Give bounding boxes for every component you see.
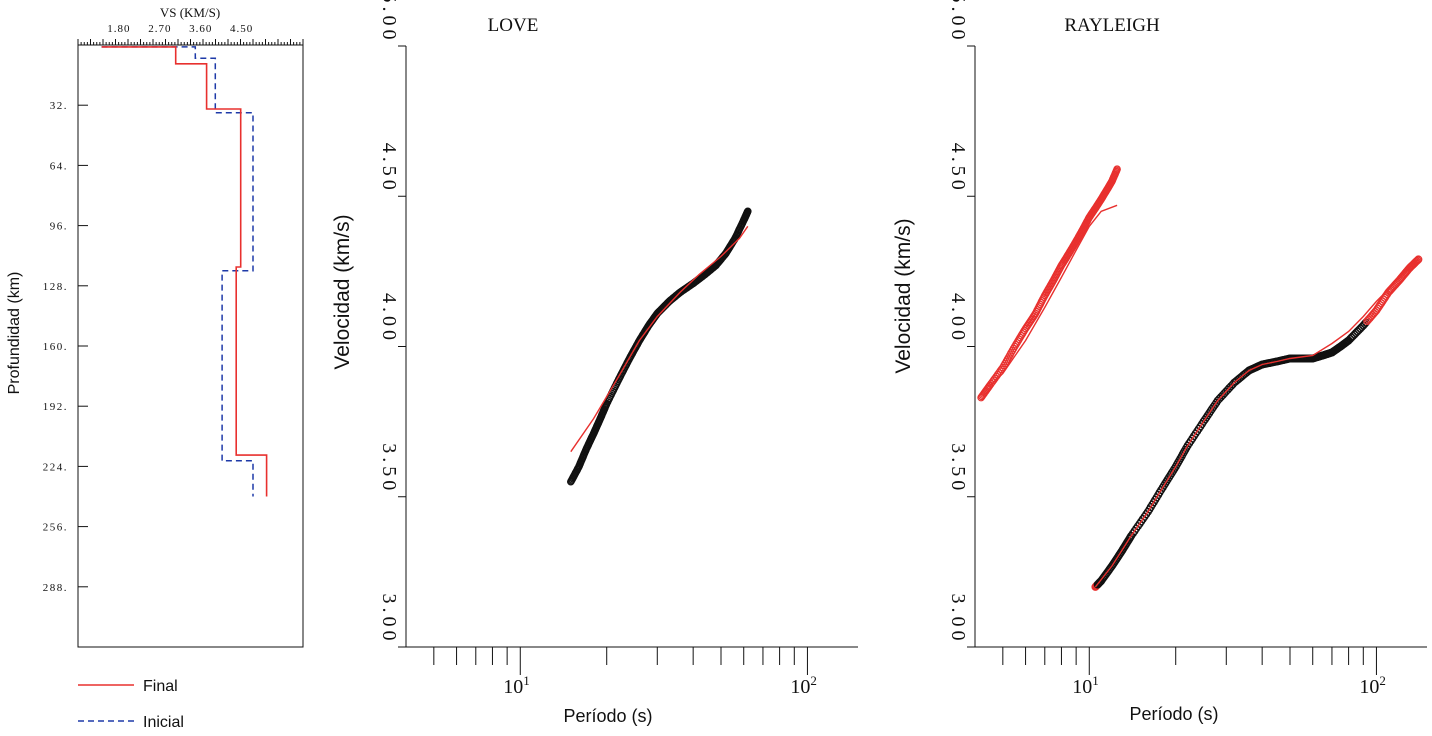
legend-final-label: Final xyxy=(143,678,178,695)
rayleigh-y-tick-label: 5.00 xyxy=(947,0,969,44)
love-y-ticks xyxy=(398,45,406,648)
love-y-tick-label: 4.00 xyxy=(378,293,400,344)
model-x-tick-label: 2.70 xyxy=(148,23,171,35)
model-y-ticks xyxy=(78,104,88,588)
model-y-tick-label: 32. xyxy=(50,100,68,112)
love-y-tick-label: 3.00 xyxy=(378,594,400,645)
love-y-tick-label: 5.00 xyxy=(378,0,400,44)
love-y-tick-labels: 3.00 3.50 4.00 4.50 5.00 xyxy=(378,0,400,645)
legend-inicial-label: Inicial xyxy=(143,714,184,731)
love-x-tick-labels: 101 102 xyxy=(503,673,817,698)
rayleigh-y-tick-label: 3.00 xyxy=(947,594,969,645)
model-x-tick-labels: 1.80 2.70 3.60 4.50 xyxy=(107,23,253,35)
rayleigh-higher-mode-observed-points xyxy=(977,165,1121,402)
model-frame xyxy=(77,44,304,648)
rayleigh-y-tick-labels: 3.00 3.50 4.00 4.50 5.00 xyxy=(947,0,969,645)
model-y-tick-label: 64. xyxy=(50,160,68,172)
rayleigh-panel: RAYLEIGH 3.00 3.50 4.00 4.50 5.00 101 10… xyxy=(892,0,1427,724)
model-y-tick-label: 224. xyxy=(43,461,68,473)
rayleigh-y-tick-label: 4.00 xyxy=(947,293,969,344)
model-x-tick-label: 3.60 xyxy=(189,23,212,35)
model-y-tick-label: 160. xyxy=(43,341,68,353)
rayleigh-x-tick-exp: 2 xyxy=(1379,673,1386,688)
rayleigh-x-tick-exp: 1 xyxy=(1092,673,1099,688)
love-observed-points xyxy=(566,207,752,486)
rayleigh-x-tick-label: 101 xyxy=(1072,673,1099,698)
love-x-tick-exp: 2 xyxy=(810,673,817,688)
final-model-line xyxy=(101,46,268,497)
love-fitted-curve xyxy=(570,225,749,453)
rayleigh-title: RAYLEIGH xyxy=(1064,15,1160,36)
love-x-tick-base: 10 xyxy=(790,676,810,698)
inicial-model-line xyxy=(101,46,254,497)
love-x-ticks xyxy=(433,647,808,675)
rayleigh-x-tick-base: 10 xyxy=(1072,676,1092,698)
rayleigh-fundamental-point xyxy=(1414,255,1423,264)
rayleigh-y-tick-label: 3.50 xyxy=(947,443,969,494)
rayleigh-x-ticks xyxy=(1002,647,1377,675)
rayleigh-higher-mode-fitted-curve xyxy=(989,204,1118,387)
model-title: VS (KM/S) xyxy=(160,5,220,20)
love-x-tick-label: 101 xyxy=(503,673,530,698)
rayleigh-x-axis-title: Período (s) xyxy=(1129,704,1218,724)
rayleigh-fundamental-point xyxy=(1165,473,1174,482)
love-observed-point xyxy=(743,207,752,216)
rayleigh-fundamental-fitted-curve xyxy=(1094,258,1419,588)
love-panel: LOVE 3.00 3.50 4.00 4.50 5.00 101 102 Pe… xyxy=(331,0,858,726)
love-x-tick-label: 102 xyxy=(790,673,817,698)
love-title: LOVE xyxy=(488,15,539,36)
rayleigh-fundamental-point xyxy=(1413,256,1422,265)
rayleigh-y-tick-label: 4.50 xyxy=(947,143,969,194)
model-panel: 1.80 2.70 3.60 4.50 VS (KM/S) 32. 64. 96… xyxy=(6,5,304,648)
model-y-tick-labels: 32. 64. 96. 128. 160. 192. 224. 256. 288… xyxy=(43,100,68,594)
model-y-tick-label: 128. xyxy=(43,281,68,293)
rayleigh-x-tick-base: 10 xyxy=(1359,676,1379,698)
model-top-ticks xyxy=(77,39,304,45)
love-y-tick-label: 3.50 xyxy=(378,443,400,494)
rayleigh-y-axis-title: Velocidad (km/s) xyxy=(892,218,915,373)
model-y-tick-label: 192. xyxy=(43,401,68,413)
love-x-tick-base: 10 xyxy=(503,676,523,698)
rayleigh-y-ticks xyxy=(967,45,975,648)
model-x-tick-label: 4.50 xyxy=(230,23,253,35)
model-y-tick-label: 288. xyxy=(43,582,68,594)
love-x-axis-title: Período (s) xyxy=(563,706,652,726)
legend: Final Inicial xyxy=(78,678,184,731)
model-y-tick-label: 256. xyxy=(43,522,68,534)
model-x-tick-label: 1.80 xyxy=(107,23,130,35)
model-y-axis-title: Profundidad (km) xyxy=(6,272,23,395)
love-x-tick-exp: 1 xyxy=(523,673,530,688)
model-y-tick-label: 96. xyxy=(50,221,68,233)
love-y-tick-label: 4.50 xyxy=(378,143,400,194)
rayleigh-fundamental-point xyxy=(1412,257,1421,266)
rayleigh-x-tick-labels: 101 102 xyxy=(1072,673,1386,698)
rayleigh-higher-mode-point xyxy=(997,365,1006,374)
love-y-axis-title: Velocidad (km/s) xyxy=(331,214,354,369)
rayleigh-higher-mode-point xyxy=(1113,165,1121,174)
rayleigh-x-tick-label: 102 xyxy=(1359,673,1386,698)
